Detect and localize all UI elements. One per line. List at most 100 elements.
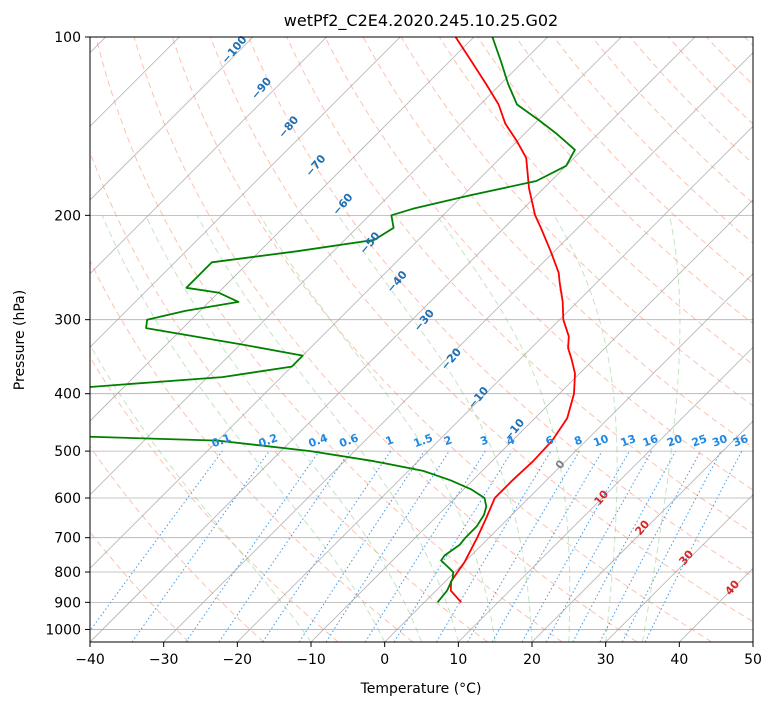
adiabat-label: 0 — [553, 457, 568, 471]
mixing-ratio-label: 0.6 — [338, 431, 361, 450]
isotherm — [90, 37, 401, 348]
dry-adiabat — [400, 37, 753, 407]
mixing-ratio-line — [435, 450, 552, 642]
adiabat-label: 20 — [632, 517, 652, 537]
isotherm — [90, 37, 327, 275]
isotherm — [531, 420, 753, 642]
dry-adiabat-label: −10 — [465, 384, 491, 411]
y-tick-label: 600 — [54, 491, 81, 507]
mixing-ratio-label: 20 — [665, 432, 684, 450]
dry-adiabat-label: −60 — [330, 191, 356, 218]
mixing-ratio-line — [131, 450, 270, 642]
mixing-ratio-label: 36 — [731, 432, 750, 450]
mixing-ratio-label: 6 — [544, 433, 556, 448]
dry-adiabat — [210, 37, 753, 623]
dry-adiabat-label: −90 — [249, 75, 275, 102]
adiabat-label: 10 — [591, 487, 611, 507]
mixing-ratio-label: 0.4 — [307, 431, 330, 450]
moist-adiabat — [259, 215, 496, 642]
mixing-ratio-label: 8 — [572, 433, 584, 448]
moist-adiabat — [642, 215, 681, 642]
dry-adiabat — [90, 445, 264, 642]
y-tick-label: 100 — [54, 30, 81, 46]
mixing-ratio-line — [572, 450, 677, 642]
temperature-profile-line — [449, 37, 576, 603]
x-tick-label: 50 — [744, 652, 762, 668]
mixing-ratio-label: 0.2 — [257, 431, 280, 450]
dry-adiabat — [324, 37, 753, 491]
adiabat-label: 30 — [676, 547, 696, 567]
isotherm — [163, 52, 753, 642]
x-tick-label: −10 — [296, 652, 326, 668]
x-tick-label: 40 — [670, 652, 688, 668]
mixing-ratio-label: 16 — [641, 432, 660, 450]
x-tick-label: 10 — [449, 652, 467, 668]
dry-adiabat — [744, 37, 753, 47]
x-tick-label: −40 — [75, 652, 105, 668]
dry-adiabat-label: −70 — [303, 152, 329, 179]
dry-adiabat — [591, 37, 753, 204]
moist-adiabat — [101, 215, 386, 642]
dry-adiabat — [90, 150, 488, 642]
x-tick-label: 20 — [523, 652, 541, 668]
isotherm — [752, 641, 753, 642]
dry-adiabat — [90, 259, 414, 642]
dry-adiabat — [133, 37, 638, 642]
mixing-ratio-line — [262, 450, 392, 642]
mixing-ratio-line — [185, 450, 320, 642]
isotherm — [458, 346, 753, 642]
isotherm — [90, 37, 254, 201]
moist-adiabat — [337, 215, 533, 642]
mixing-ratio-line — [298, 450, 425, 642]
plot-area — [90, 37, 753, 642]
moist-adiabat — [145, 215, 422, 642]
dewpoint-profile-line — [90, 37, 576, 603]
moist-adiabat — [90, 344, 312, 642]
moist-adiabat — [196, 215, 459, 642]
dry-adiabat-label: −50 — [357, 229, 383, 256]
isotherm — [90, 37, 622, 569]
mixing-ratio-label: 13 — [619, 432, 638, 449]
mixing-ratio-label: 3 — [478, 433, 490, 448]
mixing-ratio-line — [364, 450, 486, 642]
y-tick-label: 1000 — [45, 622, 81, 638]
adiabat-label: 40 — [722, 577, 742, 597]
dry-adiabat — [90, 531, 190, 642]
y-tick-label: 900 — [54, 595, 81, 611]
mixing-ratio-label: 0.1 — [210, 431, 233, 450]
mixing-ratio-label: 10 — [592, 432, 611, 450]
isotherm — [237, 125, 753, 642]
plot-frame — [89, 36, 754, 643]
dry-adiabat — [706, 37, 753, 86]
mixing-ratio-line — [491, 450, 603, 642]
y-tick-label: 800 — [54, 565, 81, 581]
y-tick-label: 200 — [54, 208, 81, 224]
dry-adiabat — [515, 37, 753, 284]
dry-adiabat — [248, 37, 753, 578]
mixing-ratio-label: 2 — [442, 433, 454, 448]
dry-adiabat — [553, 37, 753, 244]
mixing-ratio-label: 1.5 — [412, 431, 435, 450]
x-tick-label: 30 — [597, 652, 615, 668]
mixing-ratio-label: 30 — [710, 432, 729, 450]
dry-adiabat — [171, 37, 712, 642]
dry-adiabat-label: −40 — [384, 268, 410, 295]
isotherm — [310, 199, 753, 642]
y-tick-label: 700 — [54, 531, 81, 547]
x-tick-label: 0 — [380, 652, 389, 668]
y-tick-label: 400 — [54, 387, 81, 403]
y-tick-label: 500 — [54, 444, 81, 460]
chart-title: wetPf2_C2E4.2020.245.10.25.G02 — [284, 11, 558, 31]
mixing-ratio-line — [521, 450, 630, 642]
dry-adiabat-label: −20 — [438, 345, 464, 372]
x-axis-label: Temperature (°C) — [360, 681, 482, 697]
y-tick-label: 300 — [54, 313, 81, 329]
dry-adiabat — [477, 37, 753, 325]
dry-adiabat-label: −30 — [411, 307, 437, 334]
isotherm — [90, 37, 548, 496]
mixing-ratio-line — [90, 450, 223, 632]
x-tick-label: −30 — [149, 652, 179, 668]
mixing-ratio-line — [325, 450, 450, 642]
moist-adiabat — [436, 215, 571, 642]
x-tick-label: −20 — [223, 652, 253, 668]
